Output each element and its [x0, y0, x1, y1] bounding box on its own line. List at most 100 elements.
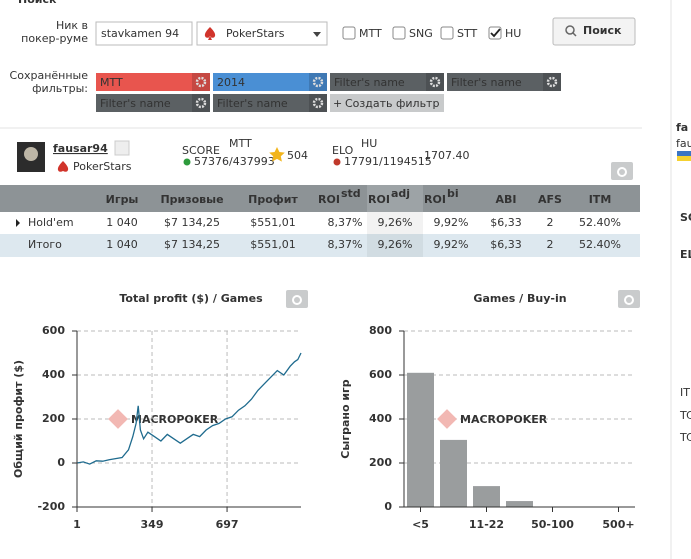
table-cell: $551,01: [250, 238, 296, 251]
search-button[interactable]: [552, 17, 636, 46]
create-filter-label: Создать фильтр: [345, 97, 439, 110]
checkbox-label: SNG: [409, 27, 433, 40]
filter-chip[interactable]: [447, 73, 561, 91]
copy-icon[interactable]: [114, 140, 130, 156]
create-plus: +: [333, 97, 342, 110]
search-icon: [565, 25, 575, 35]
filter-name: Filter's name: [451, 76, 522, 89]
nick-input[interactable]: [95, 21, 193, 46]
table-cell: 8,37%: [328, 216, 363, 229]
camera-lens-inner: [294, 297, 300, 303]
table-cell: 1 040: [106, 216, 138, 229]
table-col-hl: [367, 212, 423, 257]
profit-line: [76, 352, 302, 465]
y-tick-label: 0: [57, 456, 65, 469]
y-axis-label: Общий профит ($): [12, 360, 25, 478]
filter-name: MTT: [100, 76, 123, 89]
filter-gear-bg: [309, 73, 327, 91]
table-cell: 2: [547, 238, 554, 251]
nick-label: Ник в: [56, 19, 88, 32]
camera-lens-inner: [626, 297, 632, 303]
player-room: PokerStars: [73, 160, 132, 173]
search-button-label: Поиск: [583, 24, 622, 37]
column-header-sup: adj: [391, 187, 410, 200]
filter-chip[interactable]: [213, 73, 327, 91]
sidebar-name: fa: [676, 121, 688, 134]
sidebar-label: IT: [680, 386, 690, 399]
filter-name: Filter's name: [334, 76, 405, 89]
row-label: Hold'em: [28, 216, 74, 229]
create-filter[interactable]: [330, 94, 444, 112]
x-tick-label: 50-100: [531, 518, 574, 531]
avatar-face: [24, 147, 38, 161]
player-name: fausar94: [53, 142, 108, 155]
chart-title: Total profit ($) / Games: [119, 292, 263, 305]
table-cell: 9,92%: [434, 238, 469, 251]
watermark-icon: [108, 409, 128, 429]
column-header: Призовые: [160, 193, 223, 206]
table-cell: $6,33: [490, 216, 522, 229]
table-header: [0, 185, 640, 212]
y-axis-label: Сыграно игр: [339, 379, 352, 459]
room-select[interactable]: [196, 21, 328, 46]
x-tick-label: 697: [216, 518, 239, 531]
chart-title: Games / Buy-in: [473, 292, 566, 305]
table-cell: 9,26%: [378, 216, 413, 229]
filter-gear: [312, 97, 324, 109]
elo-value: 1707.40: [424, 149, 470, 162]
sidebar-label: TC: [679, 409, 691, 422]
score-label: SCORE: [182, 144, 220, 157]
filter-chip[interactable]: [330, 73, 444, 91]
filter-gear: [312, 76, 324, 88]
bar: [407, 372, 434, 507]
table-cell: 8,37%: [328, 238, 363, 251]
search-title: Поиск: [18, 0, 57, 6]
y-tick-label: 800: [369, 324, 392, 337]
filter-chip[interactable]: [213, 94, 327, 112]
filter-gear-bg: [192, 73, 210, 91]
y-tick-label: 200: [369, 456, 392, 469]
table-cell: 1 040: [106, 238, 138, 251]
filter-chip[interactable]: [96, 73, 210, 91]
nick-value: stavkamen 94: [101, 27, 179, 40]
select-arrow: [313, 32, 321, 37]
column-header: ITM: [589, 193, 612, 206]
expand-arrow[interactable]: [16, 219, 20, 227]
y-tick-label: 400: [369, 412, 392, 425]
flag: [677, 156, 691, 161]
y-tick-label: 200: [42, 412, 65, 425]
elo-label: ELO: [332, 144, 354, 157]
checkbox-label: HU: [505, 27, 521, 40]
y-tick-label: -200: [37, 500, 65, 513]
table-header-hl: [367, 185, 423, 212]
watermark: MACROPOKER: [460, 413, 548, 426]
elo-rank: 17791/1194515: [344, 155, 432, 168]
column-header: ROI: [368, 193, 390, 206]
y-tick-label: 400: [42, 368, 65, 381]
filter-gear: [429, 76, 441, 88]
bar: [473, 486, 500, 507]
table-cell: 9,26%: [378, 238, 413, 251]
x-tick-label: 11-22: [469, 518, 504, 531]
row-label: Итого: [28, 238, 62, 251]
watermark-icon: [437, 409, 457, 429]
bar: [440, 439, 467, 507]
filter-chip[interactable]: [96, 94, 210, 112]
rank-icon: [183, 158, 191, 166]
column-header: ABI: [496, 193, 517, 206]
x-tick-label: 500+: [602, 518, 634, 531]
table-cell: 52.40%: [579, 238, 621, 251]
score-sup: MTT: [229, 137, 252, 150]
checkbox[interactable]: [342, 26, 356, 40]
flag: [677, 151, 691, 156]
checkbox[interactable]: [440, 26, 454, 40]
column-header: ROI: [424, 193, 446, 206]
filter-gear-bg: [426, 73, 444, 91]
y-tick-label: 0: [384, 500, 392, 513]
checkbox-label: MTT: [359, 27, 382, 40]
bar: [506, 501, 533, 507]
filters-label: фильтры:: [32, 82, 88, 95]
filter-gear: [195, 97, 207, 109]
checkbox[interactable]: [392, 26, 406, 40]
y-tick-label: 600: [42, 324, 65, 337]
